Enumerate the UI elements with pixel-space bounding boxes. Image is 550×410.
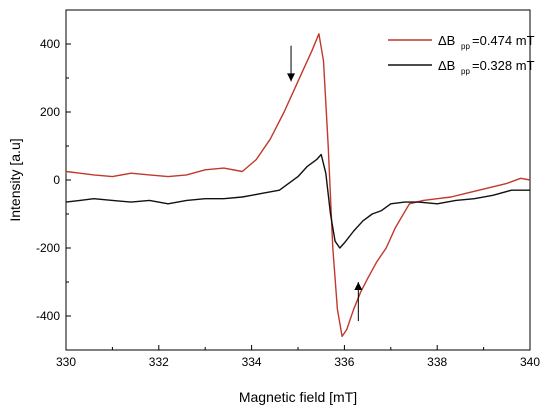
y-axis-title: Intensity [a.u] xyxy=(7,138,23,221)
annotation-arrow-head xyxy=(287,73,296,82)
y-tick-label: -400 xyxy=(36,309,60,323)
x-tick-label: 332 xyxy=(149,355,169,369)
x-axis-ticks: 330 332 334 336 338 340 xyxy=(56,345,540,369)
x-tick-label: 336 xyxy=(334,355,354,369)
legend-label-value: =0.474 mT xyxy=(472,33,535,48)
plot-frame xyxy=(65,9,531,351)
legend-label-subscript: pp xyxy=(461,67,470,76)
y-tick-label: -200 xyxy=(36,241,60,255)
y-tick-label: 0 xyxy=(53,173,60,187)
y-tick-label: 400 xyxy=(40,37,60,51)
legend-label-subscript: pp xyxy=(461,42,470,51)
legend-label-prefix: ΔB xyxy=(438,33,455,48)
x-axis-title: Magnetic field [mT] xyxy=(239,389,357,405)
x-tick-label: 340 xyxy=(520,355,540,369)
annotation-arrow-head xyxy=(354,282,363,290)
x-tick-label: 334 xyxy=(242,355,262,369)
x-tick-label: 330 xyxy=(56,355,76,369)
series-lines xyxy=(65,33,531,338)
x-tick-label: 338 xyxy=(427,355,447,369)
series-line-2 xyxy=(65,153,530,249)
legend-label-value: =0.328 mT xyxy=(472,58,535,73)
y-tick-label: 200 xyxy=(40,105,60,119)
y-axis-ticks: 400 200 0 -200 -400 xyxy=(36,37,71,323)
annotation-arrows xyxy=(287,45,363,322)
series-line-1 xyxy=(65,33,531,338)
legend-label-prefix: ΔB xyxy=(438,58,455,73)
